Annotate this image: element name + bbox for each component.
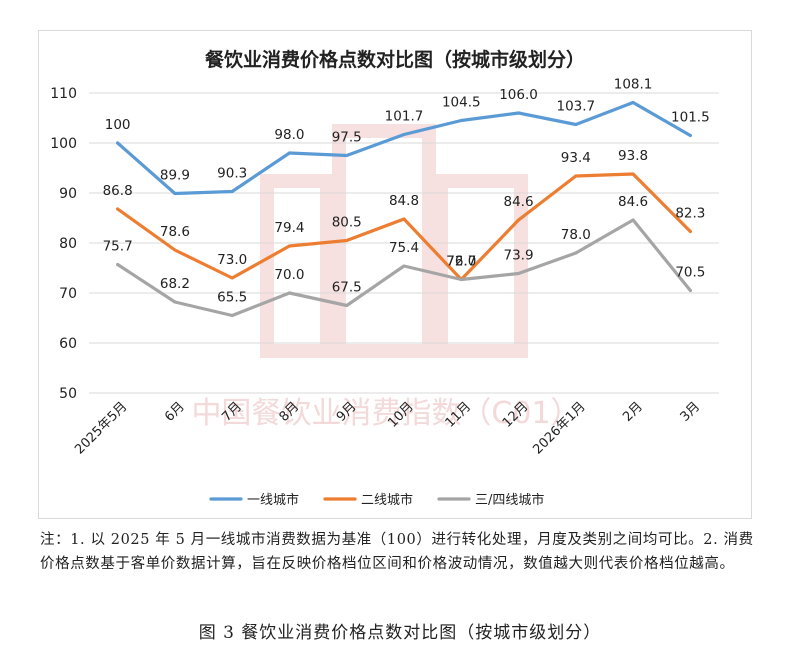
x-tick-label: 6月 — [162, 399, 188, 425]
data-label: 98.0 — [274, 127, 304, 143]
data-label: 100 — [105, 117, 131, 133]
y-tick-label: 80 — [59, 236, 77, 252]
data-point — [517, 272, 521, 275]
y-tick-label: 110 — [50, 86, 77, 102]
data-label: 76.0 — [446, 254, 476, 270]
data-label: 89.9 — [160, 168, 190, 184]
data-point — [574, 123, 578, 126]
data-point — [173, 300, 177, 304]
data-label: 70.0 — [274, 267, 304, 283]
data-point — [631, 218, 635, 222]
data-label: 104.5 — [442, 95, 481, 111]
legend-label: 三/四线城市 — [475, 492, 544, 508]
y-tick-label: 60 — [59, 336, 77, 352]
series-line — [116, 218, 692, 318]
data-point — [459, 119, 463, 122]
data-label: 101.7 — [385, 109, 424, 125]
data-label: 67.5 — [332, 280, 362, 296]
data-point — [688, 289, 692, 292]
data-label: 101.5 — [671, 110, 710, 126]
data-point — [173, 192, 177, 195]
data-label: 78.0 — [561, 227, 591, 243]
data-point — [230, 276, 234, 280]
watermark-logo — [434, 174, 528, 358]
data-point — [230, 314, 234, 317]
data-label: 106.0 — [499, 87, 538, 103]
data-label: 78.6 — [160, 224, 190, 240]
data-label: 80.5 — [332, 215, 362, 231]
line-chart: 中国餐饮业消费指数（C01） 50 60 70 80 90 100 110 2025年5月 6月 7… — [50, 77, 719, 508]
data-label: 103.7 — [556, 99, 595, 115]
data-point — [230, 190, 234, 193]
data-point — [402, 133, 406, 136]
data-label: 72.7 — [446, 254, 476, 270]
legend-label: 一线城市 — [247, 492, 299, 508]
chart-note: 注：1. 以 2025 年 5 月一线城市消费数据为基准（100）进行转化处理，… — [40, 532, 754, 572]
x-tick-label: 2025年5月 — [72, 399, 130, 457]
data-point — [688, 230, 692, 233]
data-point — [459, 278, 463, 281]
data-point — [287, 244, 291, 248]
data-point — [517, 111, 521, 115]
chart-title: 餐饮业消费价格点数对比图（按城市级划分） — [204, 49, 585, 71]
data-point — [631, 172, 635, 176]
data-label: 73.0 — [217, 252, 247, 268]
data-label: 84.8 — [389, 193, 419, 209]
y-tick-label: 50 — [59, 386, 77, 402]
data-point — [287, 291, 291, 295]
data-label: 90.3 — [217, 166, 247, 182]
legend-label: 二线城市 — [361, 492, 413, 508]
data-label: 84.6 — [618, 194, 648, 210]
data-point — [402, 264, 406, 268]
data-label: 82.3 — [675, 206, 705, 222]
y-tick-label: 100 — [50, 136, 77, 152]
watermark-logo — [260, 174, 334, 358]
figure-caption: 图 3 餐饮业消费价格点数对比图（按城市级划分） — [198, 623, 602, 643]
data-label: 79.4 — [274, 220, 304, 236]
y-tick-label: 70 — [59, 286, 77, 302]
data-label: 73.9 — [504, 248, 534, 264]
data-point — [116, 207, 120, 211]
data-point — [116, 263, 120, 266]
data-label: 93.8 — [618, 148, 648, 164]
data-point — [574, 174, 578, 178]
data-point — [345, 304, 349, 307]
data-point — [402, 217, 406, 221]
data-point — [173, 248, 177, 252]
data-label: 70.5 — [675, 265, 705, 281]
data-point — [345, 239, 349, 242]
y-tick-label: 90 — [59, 186, 77, 202]
data-point — [688, 134, 692, 137]
data-label: 75.7 — [103, 239, 133, 255]
x-tick-label: 2月 — [620, 399, 646, 425]
chart-frame: 餐饮业消费价格点数对比图（按城市级划分） 中国餐饮业消费指数（C01） 50 60 7… — [38, 30, 752, 519]
data-point — [517, 218, 521, 222]
data-label: 97.5 — [332, 130, 362, 146]
series-line — [116, 172, 692, 282]
x-tick-label: 3月 — [678, 399, 704, 425]
data-point — [574, 251, 578, 255]
data-point — [116, 141, 120, 145]
data-label: 65.5 — [217, 290, 247, 306]
data-label: 84.6 — [504, 194, 534, 210]
data-label: 93.4 — [561, 150, 591, 166]
data-label: 108.1 — [614, 77, 653, 93]
data-label: 68.2 — [160, 276, 190, 292]
watermark-text: 中国餐饮业消费指数（C01） — [191, 396, 580, 431]
data-label: 86.8 — [103, 183, 133, 199]
data-label: 75.4 — [389, 240, 419, 256]
data-point — [287, 151, 291, 155]
data-point — [345, 154, 349, 157]
data-point — [631, 101, 635, 104]
